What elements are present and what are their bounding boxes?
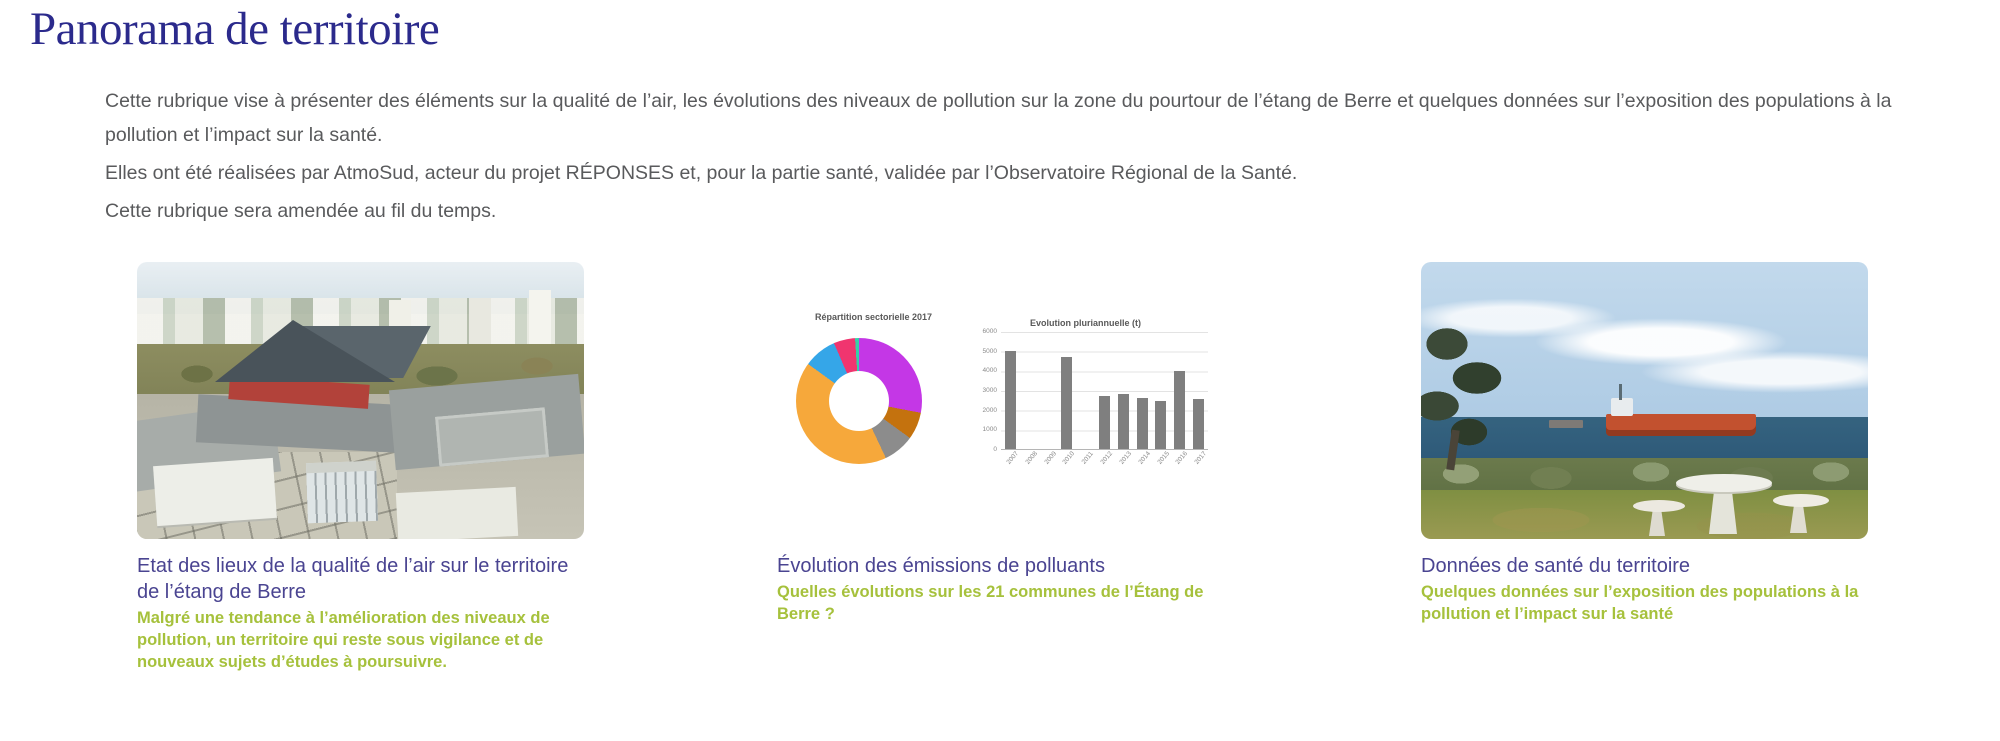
bar-chart-y-axis: 6000 5000 4000 3000 2000 1000 0 [982,328,997,453]
bar [1155,401,1167,449]
bar [1117,394,1129,449]
bar-slot [1039,332,1058,449]
bar [1004,350,1016,449]
photo3-tanker-mast [1619,384,1622,400]
photo1-skylight [435,407,549,467]
card-emissions-title[interactable]: Évolution des émissions de polluants [777,555,1105,577]
card-health: Données de santé du territoire Quelques … [1421,262,1868,625]
photo3-picnic-table [1676,474,1772,492]
card-air-quality-subtitle[interactable]: Malgré une tendance à l’amélioration des… [137,609,550,671]
bar-slot [1152,332,1171,449]
bar [1098,396,1110,449]
photo1-glass-atrium [305,460,379,524]
donut-chart-title: Répartition sectorielle 2017 [815,312,933,322]
bar [1174,371,1186,449]
page-title: Panorama de territoire [30,3,440,55]
photo1-pyramid-roof [215,320,395,382]
bar-slot [1057,332,1076,449]
bar-slot [1076,332,1095,449]
bar [1061,357,1073,449]
bar [1193,399,1205,449]
intro-paragraph-2: Elles ont été réalisées par AtmoSud, act… [105,162,1298,184]
card-health-subtitle[interactable]: Quelques données sur l’exposition des po… [1421,583,1859,623]
photo3-stool-left [1633,500,1685,512]
card-emissions-subtitle[interactable]: Quelles évolutions sur les 21 communes d… [777,583,1204,623]
photo3-stool-right [1773,494,1829,507]
card-health-title[interactable]: Données de santé du territoire [1421,555,1691,577]
bar-chart-x-labels: 2007 2008 2009 2010 2011 2012 2013 2014 2015 2016… [1001,450,1208,472]
photo3-tanker-hull [1606,414,1756,436]
photo3-distant-ship [1549,420,1583,428]
bar-slot [1114,332,1133,449]
bar-chart-plot [1001,332,1208,450]
bar-slot [1095,332,1114,449]
card-health-caption: Données de santé du territoire Quelques … [1421,553,1868,625]
photo1-tower-building [529,290,551,346]
annual-bar-chart: 6000 5000 4000 3000 2000 1000 0 2007 2008 2009 20… [967,328,1223,472]
bar-slot [1189,332,1208,449]
card-air-quality: Etat des lieux de la qualité de l’air su… [137,262,584,673]
card-emissions-caption: Évolution des émissions de polluants Que… [777,553,1224,625]
photo3-pine-tree [1421,314,1517,464]
intro-text: Cette rubrique vise à présenter des élém… [105,84,1905,232]
card-air-quality-photo[interactable] [137,262,584,539]
card-emissions: Répartition sectorielle 2017 Evolution p… [777,262,1224,625]
bar-slot [1001,332,1020,449]
intro-paragraph-3: Cette rubrique sera amendée au fil du te… [105,200,497,222]
bar-slot [1170,332,1189,449]
card-health-photo[interactable] [1421,262,1868,539]
x-tick-label: 2017 [1193,450,1209,466]
donut-hole [829,371,889,431]
bar-slot [1020,332,1039,449]
photo3-stool-right-leg [1790,503,1807,533]
bar-slot [1133,332,1152,449]
bar [1136,398,1148,449]
photo3-stool-left-leg [1649,508,1665,536]
card-air-quality-caption: Etat des lieux de la qualité de l’air su… [137,553,584,673]
photo3-tanker-superstructure [1611,398,1633,416]
bar-chart-title: Evolution pluriannuelle (t) [1030,318,1141,328]
intro-paragraph-1: Cette rubrique vise à présenter des élém… [105,90,1892,146]
card-air-quality-title[interactable]: Etat des lieux de la qualité de l’air su… [137,555,569,603]
photo1-wall-right [395,486,519,539]
card-emissions-charts[interactable]: Répartition sectorielle 2017 Evolution p… [777,262,1224,539]
photo1-wall-left [153,457,277,527]
